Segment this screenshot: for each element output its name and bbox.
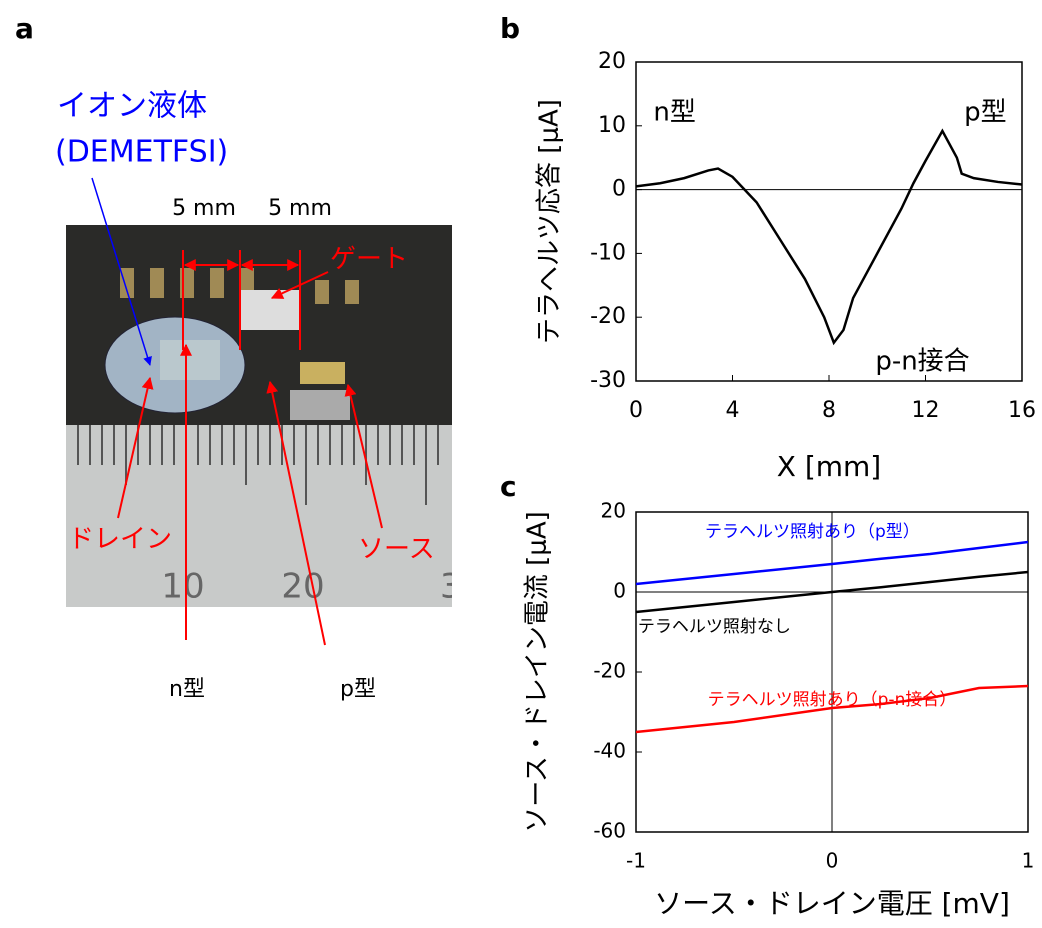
pad bbox=[290, 390, 350, 420]
x-tick-label: 4 bbox=[726, 398, 740, 423]
gate-pad bbox=[240, 290, 300, 330]
p-type-label: p型 bbox=[340, 677, 376, 702]
x-tick-label: 12 bbox=[912, 398, 940, 423]
drain-label: ドレイン bbox=[68, 525, 172, 555]
y-tick-label: -60 bbox=[593, 819, 626, 843]
y-axis-label: テラヘルツ応答 [μA] bbox=[535, 99, 565, 344]
y-tick-label: -30 bbox=[590, 368, 626, 393]
y-tick-label: -40 bbox=[593, 739, 626, 763]
x-tick-label: 1 bbox=[1022, 849, 1035, 873]
n-type-label: n型 bbox=[169, 677, 205, 702]
y-tick-label: -10 bbox=[590, 240, 626, 265]
liquid-formula: (DEMETFSI) bbox=[55, 135, 228, 170]
series-label: テラヘルツ照射なし bbox=[638, 617, 791, 637]
figure: a b c 10 20 30 イオン液体 (DEMETFSI) 5 mm 5 m… bbox=[0, 0, 1042, 928]
panel-label: a bbox=[15, 12, 34, 45]
annotation: p型 bbox=[964, 98, 1007, 128]
y-tick-label: 20 bbox=[598, 49, 626, 74]
ionic-liquid bbox=[105, 317, 245, 413]
x-tick-label: 16 bbox=[1008, 398, 1036, 423]
x-tick-label: 0 bbox=[826, 849, 839, 873]
ruler-label: 10 bbox=[161, 567, 204, 607]
liquid-label: イオン液体 bbox=[57, 89, 207, 124]
annotation: n型 bbox=[653, 98, 695, 128]
x-axis-label: X [mm] bbox=[777, 450, 881, 483]
panel-label: b bbox=[500, 12, 520, 45]
ruler-label: 20 bbox=[281, 567, 324, 607]
ruler-label: 30 bbox=[440, 567, 483, 607]
y-axis-label: ソース・ドレイン電流 [μA] bbox=[523, 511, 553, 833]
y-tick-label: 20 bbox=[601, 499, 626, 523]
x-axis-label: ソース・ドレイン電圧 [mV] bbox=[654, 887, 1010, 920]
y-tick-label: -20 bbox=[593, 659, 626, 683]
y-tick-label: 10 bbox=[598, 113, 626, 138]
source-label: ソース bbox=[358, 535, 435, 565]
x-tick-label: -1 bbox=[626, 849, 646, 873]
panel-label: c bbox=[500, 470, 517, 503]
series-label: テラヘルツ照射あり（p-n接合） bbox=[708, 690, 957, 710]
gate-label: ゲート bbox=[330, 245, 408, 275]
gap-label: 5 mm bbox=[268, 196, 332, 221]
gap-label: 5 mm bbox=[172, 196, 236, 221]
y-tick-label: 0 bbox=[613, 579, 626, 603]
data-line bbox=[636, 131, 1022, 343]
pad bbox=[300, 362, 345, 384]
series-label: テラヘルツ照射あり（p型） bbox=[705, 522, 920, 542]
y-tick-label: 0 bbox=[612, 177, 626, 202]
x-tick-label: 0 bbox=[629, 398, 643, 423]
y-tick-label: -20 bbox=[590, 304, 626, 329]
x-tick-label: 8 bbox=[822, 398, 836, 423]
annotation: p-n接合 bbox=[875, 346, 969, 376]
